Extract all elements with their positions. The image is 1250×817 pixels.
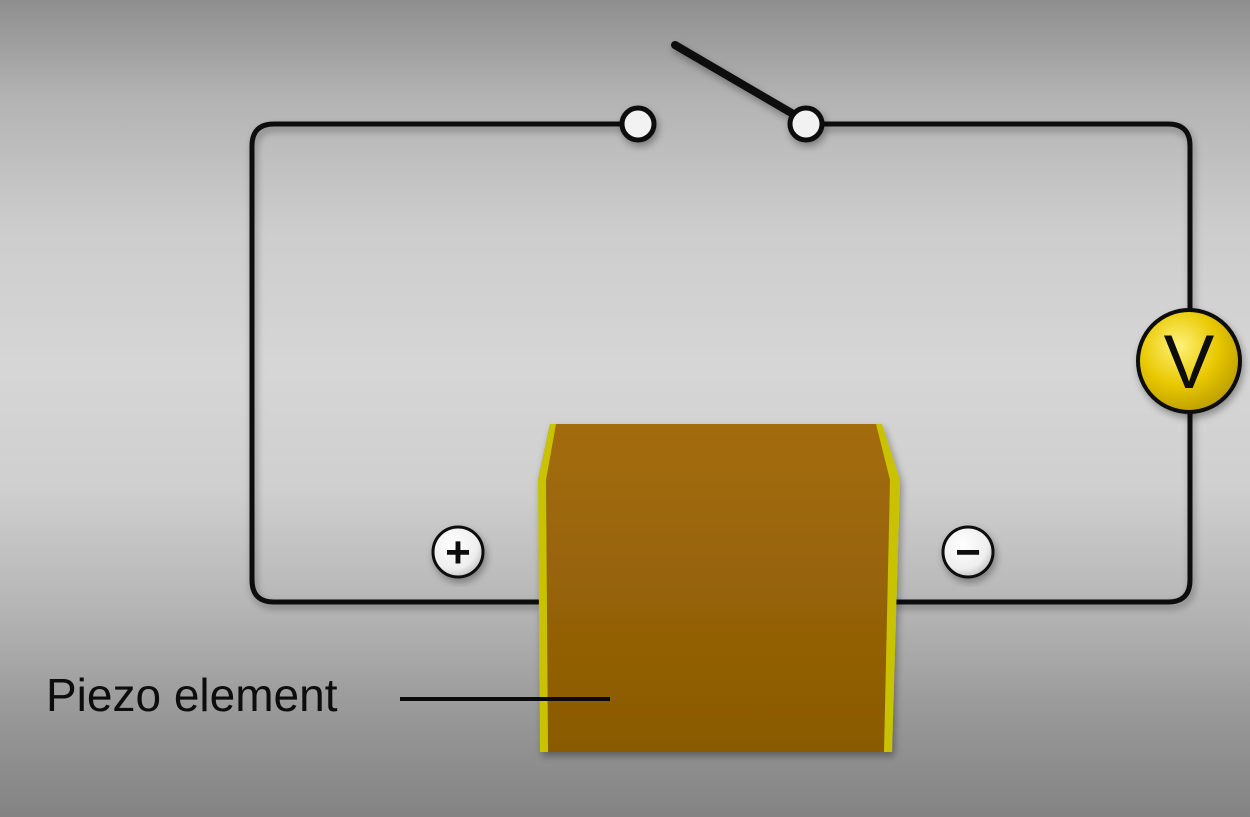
switch-terminal-left: [619, 105, 657, 143]
piezo-element: [538, 424, 900, 752]
plus-sign: +: [445, 528, 471, 577]
switch-terminal-right: [787, 105, 825, 143]
positive-terminal-badge: [431, 525, 485, 579]
switch-lever: [671, 41, 804, 122]
piezo-element-label: Piezo element: [46, 669, 338, 721]
wire-left-loop: [249, 121, 622, 605]
minus-sign: −: [955, 528, 981, 577]
voltmeter-symbol: V: [1164, 320, 1215, 405]
positive-terminal: +: [431, 525, 485, 579]
negative-terminal: −: [941, 525, 995, 579]
negative-terminal-badge: [941, 525, 995, 579]
voltmeter-body: [1136, 308, 1242, 414]
voltmeter: V: [1136, 308, 1242, 414]
piezo-body: [546, 424, 890, 752]
switch: [619, 41, 825, 143]
